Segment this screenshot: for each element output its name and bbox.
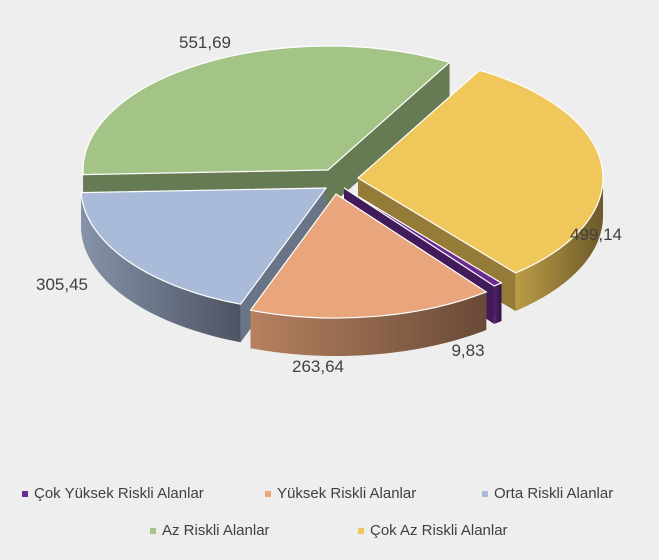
legend-label-az: Az Riskli Alanlar bbox=[162, 522, 270, 539]
data-label-orta: 305,45 bbox=[36, 275, 88, 294]
legend-swatch-yuksek bbox=[265, 490, 271, 497]
pie-chart: 9,83 263,64 305,45 551,69 499,14 bbox=[36, 33, 622, 376]
pie-slice-yuksek bbox=[249, 193, 488, 356]
legend-item-az: Az Riskli Alanlar bbox=[150, 522, 270, 539]
legend-item-cok-yuksek: Çok Yüksek Riskli Alanlar bbox=[22, 485, 204, 502]
legend: Çok Yüksek Riskli Alanlar Yüksek Riskli … bbox=[0, 480, 659, 560]
data-label-cok-az: 499,14 bbox=[570, 225, 622, 244]
pie-slice-top-cok-yuksek bbox=[343, 187, 503, 287]
pie-slice-rim-yuksek bbox=[250, 291, 487, 356]
legend-swatch-orta bbox=[482, 490, 488, 497]
legend-item-yuksek: Yüksek Riskli Alanlar bbox=[265, 485, 416, 502]
legend-label-cok-az: Çok Az Riskli Alanlar bbox=[370, 522, 508, 539]
data-label-yuksek: 263,64 bbox=[292, 357, 344, 376]
pie-slice-top-orta bbox=[80, 187, 328, 305]
legend-swatch-cok-az bbox=[358, 527, 364, 534]
legend-label-orta: Orta Riskli Alanlar bbox=[494, 485, 614, 502]
data-label-cok-yuksek: 9,83 bbox=[451, 341, 484, 360]
pie-slice-rim-orta bbox=[81, 192, 241, 343]
legend-swatch-cok-yuksek bbox=[22, 490, 28, 497]
pie-slice-top-az bbox=[82, 45, 451, 176]
legend-swatch-az bbox=[150, 527, 156, 534]
pie-slice-top-yuksek bbox=[249, 193, 488, 319]
pie-slice-wall-az-1 bbox=[328, 62, 450, 208]
pie-slice-top-cok-az bbox=[356, 69, 604, 274]
legend-label-yuksek: Yüksek Riskli Alanlar bbox=[277, 485, 417, 502]
pie-slice-rim-cok-yuksek bbox=[494, 282, 502, 324]
legend-item-orta: Orta Riskli Alanlar bbox=[482, 485, 613, 502]
legend-label-cok-yuksek: Çok Yüksek Riskli Alanlar bbox=[34, 485, 204, 502]
pie-slice-rim-cok-az bbox=[515, 178, 603, 311]
legend-item-cok-az: Çok Az Riskli Alanlar bbox=[358, 522, 508, 539]
data-label-az: 551,69 bbox=[179, 33, 231, 52]
